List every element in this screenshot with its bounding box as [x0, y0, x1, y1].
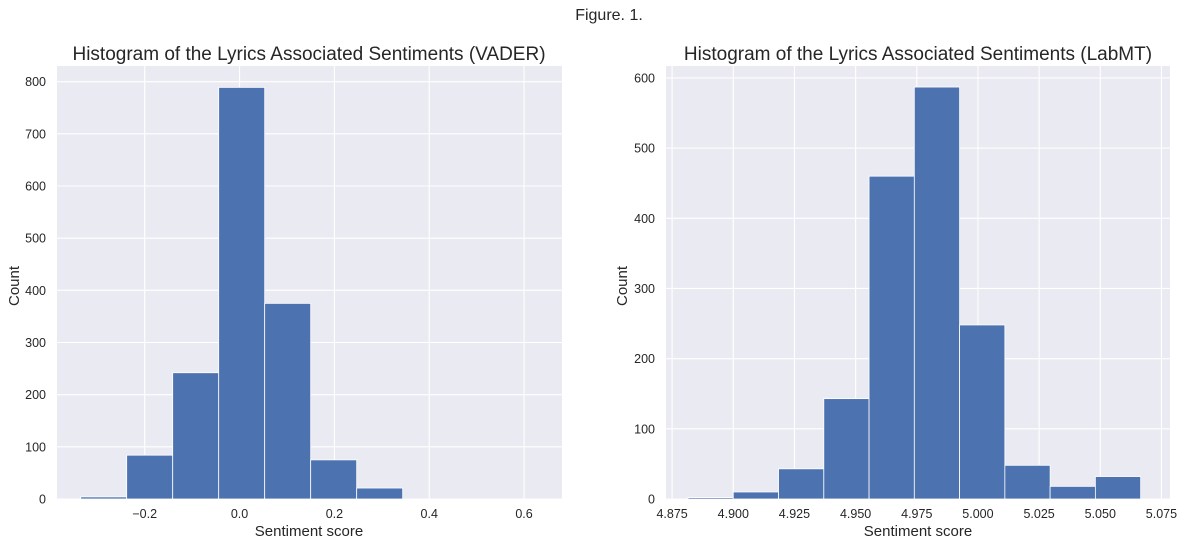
- histogram-bar: [913, 86, 960, 500]
- x-axis-label: Sentiment score: [255, 523, 363, 540]
- y-tick-label: 400: [634, 212, 655, 226]
- x-tick-label: 5.025: [1023, 507, 1054, 521]
- histogram-bar: [1004, 464, 1051, 500]
- x-tick-label: −0.2: [132, 507, 157, 521]
- x-tick-label: 0.2: [326, 507, 343, 521]
- chart-title: Histogram of the Lyrics Associated Senti…: [684, 44, 1152, 65]
- histogram-bar: [80, 496, 128, 500]
- histogram-bar: [868, 175, 915, 500]
- histogram-bar: [356, 487, 404, 500]
- y-tick-label: 700: [25, 127, 46, 141]
- y-tick-label: 800: [25, 75, 46, 89]
- y-tick-label: 300: [634, 282, 655, 296]
- x-tick-label: 4.950: [840, 507, 871, 521]
- y-tick-label: 0: [648, 493, 655, 507]
- histogram-bar: [732, 491, 779, 500]
- y-tick-label: 400: [25, 284, 46, 298]
- labmt-histogram-panel: Histogram of the Lyrics Associated Senti…: [614, 44, 1177, 540]
- x-tick-label: 0.0: [231, 507, 248, 521]
- x-tick-label: 4.975: [901, 507, 932, 521]
- histogram-bar: [778, 468, 825, 500]
- chart-title: Histogram of the Lyrics Associated Senti…: [72, 44, 545, 65]
- y-tick-label: 600: [634, 71, 655, 85]
- x-tick-label: 4.900: [718, 507, 749, 521]
- x-tick-label: 0.6: [515, 507, 532, 521]
- x-tick-label: 0.4: [421, 507, 438, 521]
- y-tick-label: 300: [25, 336, 46, 350]
- y-axis-label: Count: [614, 265, 631, 306]
- x-tick-label: 5.075: [1146, 507, 1177, 521]
- histogram-bar: [172, 372, 220, 500]
- vader-histogram-panel: Histogram of the Lyrics Associated Senti…: [6, 44, 562, 540]
- figure-title: Figure. 1.: [575, 7, 643, 24]
- histogram-bar: [1094, 476, 1142, 500]
- y-axis-label: Count: [6, 265, 23, 306]
- y-tick-label: 100: [634, 422, 655, 436]
- y-tick-label: 500: [25, 232, 46, 246]
- x-tick-label: 4.875: [656, 507, 687, 521]
- histogram-bar: [264, 302, 312, 500]
- histogram-bar: [1049, 485, 1096, 500]
- histogram-bar: [310, 459, 358, 500]
- histogram-bar: [823, 398, 870, 500]
- x-tick-label: 5.000: [962, 507, 993, 521]
- histogram-bar: [126, 454, 174, 500]
- x-tick-label: 4.925: [779, 507, 810, 521]
- x-tick-label: 5.050: [1085, 507, 1116, 521]
- histogram-bar: [687, 497, 734, 500]
- histogram-bar: [218, 86, 266, 500]
- x-axis-label: Sentiment score: [864, 523, 972, 540]
- y-tick-label: 100: [25, 440, 46, 454]
- histogram-bar: [959, 324, 1006, 500]
- y-tick-label: 200: [634, 352, 655, 366]
- y-tick-label: 200: [25, 388, 46, 402]
- y-tick-label: 600: [25, 179, 46, 193]
- y-tick-label: 500: [634, 142, 655, 156]
- y-tick-label: 0: [39, 493, 46, 507]
